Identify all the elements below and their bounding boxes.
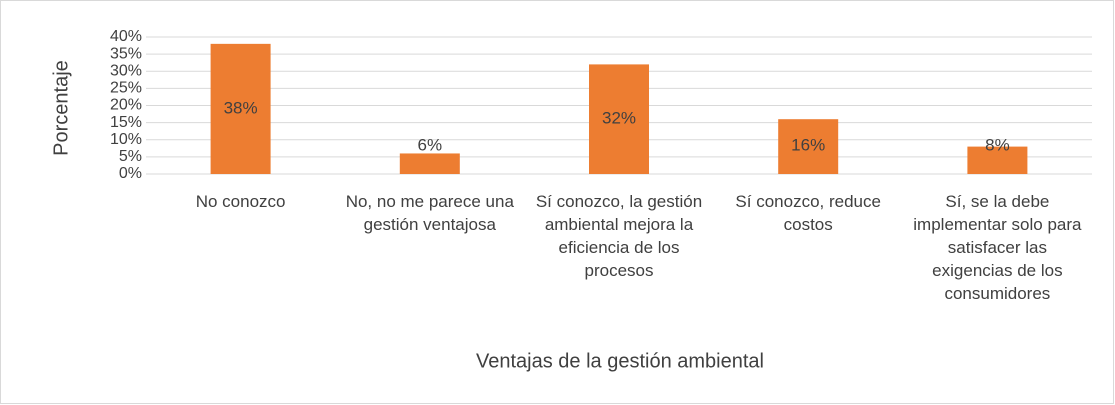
x-tick-label: No conozco: [195, 192, 286, 211]
data-label: 16%: [791, 135, 825, 154]
x-tick-label: No, no me parece una gestión ventajosa: [345, 192, 514, 234]
y-tick-label: 25%: [110, 80, 142, 97]
bar: [399, 153, 460, 174]
bar: [778, 119, 839, 174]
y-tick-label: 30%: [110, 62, 142, 79]
data-label: 38%: [224, 98, 258, 117]
y-tick-label: 0%: [119, 165, 142, 182]
x-tick-label: Sí conozco, reduce costos: [735, 192, 881, 234]
y-tick-label: 40%: [110, 28, 142, 45]
y-tick-label: 5%: [119, 148, 142, 165]
data-label: 6%: [418, 135, 443, 154]
y-tick-label: 20%: [110, 97, 142, 114]
x-tick-label: Sí, se la debe implementar solo para sat…: [913, 192, 1082, 303]
bar: [967, 146, 1028, 174]
bar: [210, 43, 271, 174]
data-label: 8%: [985, 135, 1010, 154]
y-axis-title: Porcentaje: [50, 60, 72, 156]
x-axis-title: Ventajas de la gestión ambiental: [476, 350, 764, 372]
y-tick-label: 15%: [110, 114, 142, 131]
data-label: 32%: [602, 109, 636, 128]
y-tick-label: 10%: [110, 131, 142, 148]
x-tick-label: Sí conozco, la gestión ambiental mejora …: [535, 192, 703, 280]
y-tick-label: 35%: [110, 45, 142, 62]
bar: [589, 64, 649, 174]
